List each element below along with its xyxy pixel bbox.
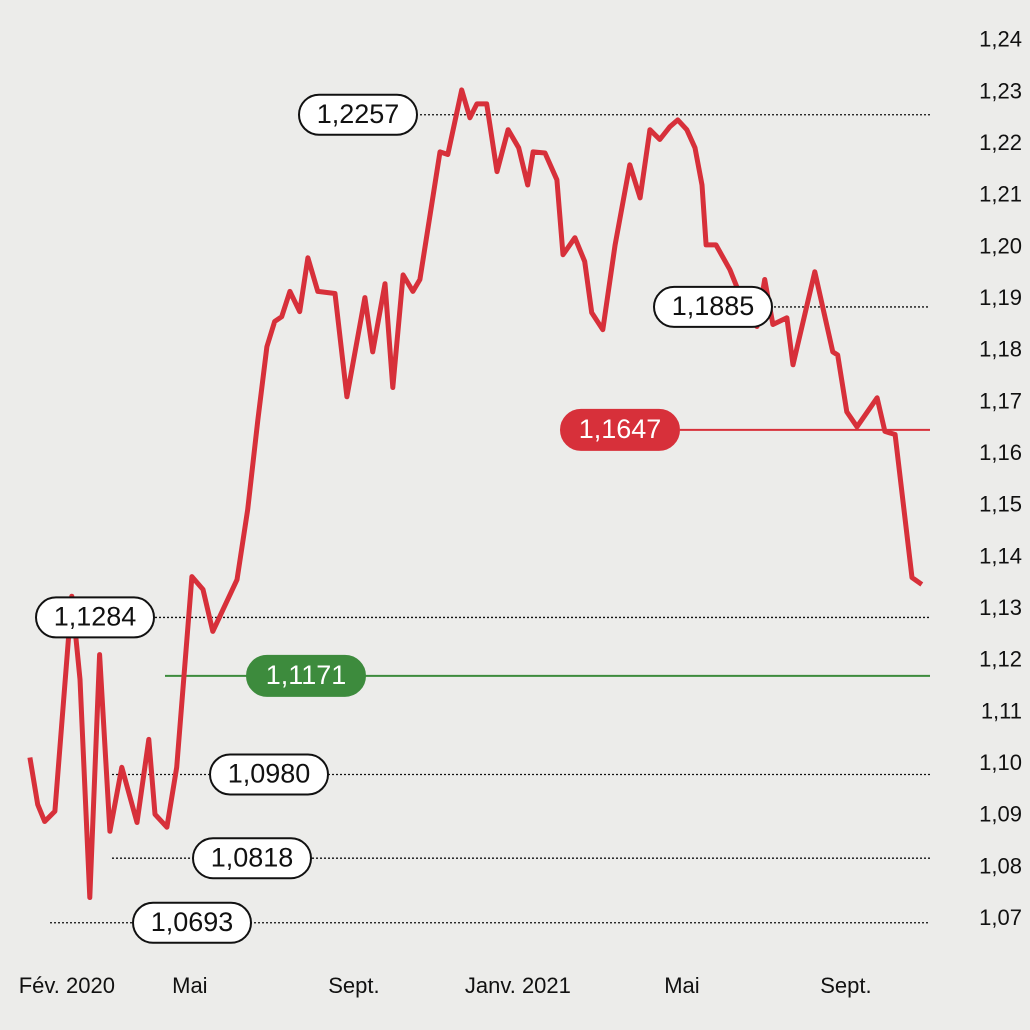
value-label: 1,0980 [228,759,311,789]
value-pill [298,93,418,136]
x-tick-label: Fév. 2020 [19,973,115,998]
value-pill [653,285,773,328]
x-tick-label: Sept. [820,973,871,998]
value-pill [132,901,252,944]
y-tick-label: 1,09 [979,802,1022,827]
y-tick-label: 1,14 [979,543,1022,568]
y-tick-label: 1,20 [979,233,1022,258]
y-tick-label: 1,16 [979,440,1022,465]
y-tick-label: 1,13 [979,595,1022,620]
y-tick-label: 1,23 [979,78,1022,103]
x-tick-label: Mai [664,973,699,998]
value-pill [246,654,366,697]
value-pill [192,837,312,880]
value-pill [35,596,155,639]
value-pill [209,753,329,796]
y-tick-label: 1,11 [981,698,1022,723]
y-tick-label: 1,21 [979,182,1022,207]
value-label: 1,1647 [579,414,662,444]
y-tick-label: 1,10 [979,750,1022,775]
y-tick-label: 1,18 [979,337,1022,362]
y-tick-label: 1,17 [979,388,1022,413]
y-tick-label: 1,07 [979,905,1022,930]
value-label: 1,2257 [317,99,400,129]
value-label: 1,1885 [672,291,755,321]
x-tick-label: Sept. [328,973,379,998]
value-label: 1,1284 [54,602,137,632]
y-tick-label: 1,24 [979,27,1022,52]
value-label: 1,0818 [211,842,294,872]
value-pill [560,408,680,451]
x-tick-label: Janv. 2021 [465,973,571,998]
value-label: 1,0693 [151,907,234,937]
value-label: 1,1171 [266,660,347,690]
y-tick-label: 1,15 [979,492,1022,517]
y-tick-label: 1,19 [979,285,1022,310]
y-tick-label: 1,08 [979,853,1022,878]
x-tick-label: Mai [172,973,207,998]
y-tick-label: 1,12 [979,647,1022,672]
y-tick-label: 1,22 [979,130,1022,155]
